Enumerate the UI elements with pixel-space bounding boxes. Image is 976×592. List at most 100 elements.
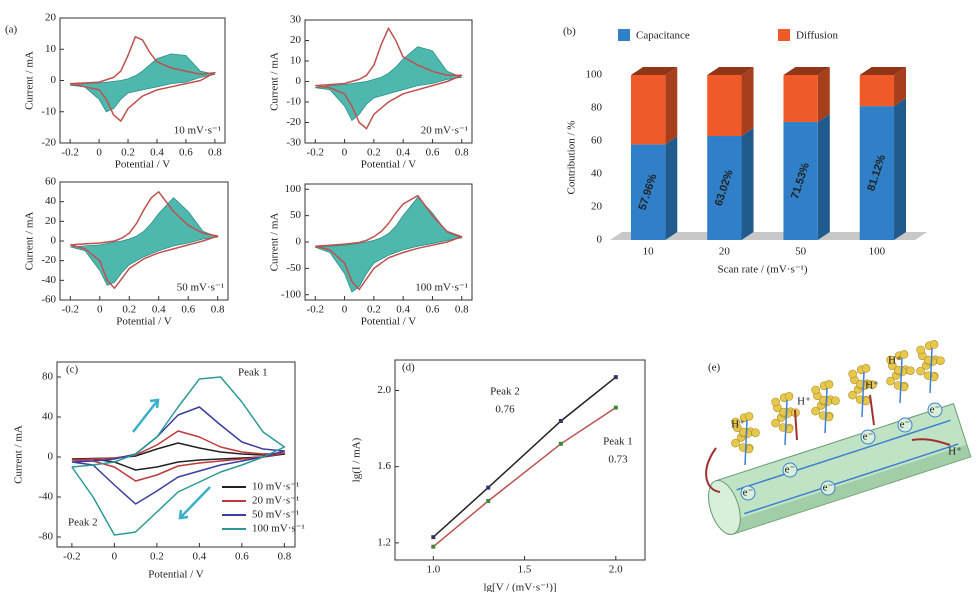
electron-label: e⁻ [900, 419, 911, 431]
x-tick-label: 0.4 [396, 304, 410, 316]
legend-label: 100 mV·s⁻¹ [252, 523, 305, 535]
y-tick-label: 80 [42, 371, 54, 383]
nanorod [708, 402, 972, 535]
particle [906, 366, 915, 375]
legend-label: Diffusion [796, 30, 838, 42]
y-tick-label: -40 [38, 491, 53, 503]
particle [886, 355, 895, 365]
data-point [431, 544, 436, 549]
x-tick-label: 0.8 [455, 147, 469, 159]
y-tick-label: 100 [586, 69, 603, 81]
electron-label: e⁻ [823, 482, 834, 494]
proton-label: H⁺ [731, 419, 745, 431]
y-tick-label: 50 [290, 209, 302, 221]
electron-path [736, 419, 951, 491]
legend-label: 10 mV·s⁻¹ [252, 481, 299, 493]
y-tick-label: 2.0 [377, 384, 391, 396]
particle-stem [744, 419, 748, 466]
proton-label: H⁺ [797, 396, 811, 408]
y-tick-label: -100 [281, 288, 302, 300]
cv-curve [69, 36, 216, 122]
x-tick-label: 0.6 [235, 551, 249, 563]
x-axis-title: Potential / V [148, 569, 203, 581]
x-tick-label: 0 [97, 304, 103, 316]
bar [859, 106, 895, 240]
x-axis-title: Potential / V [361, 159, 416, 171]
panel-label: (b) [563, 26, 576, 38]
x-tick-label: 0.2 [121, 147, 135, 159]
particle [831, 396, 840, 405]
diagram-e [705, 340, 972, 535]
x-tick-label: -0.2 [63, 551, 80, 563]
x-tick-label: -0.2 [307, 147, 324, 159]
y-tick-label: 60 [45, 176, 57, 188]
particle [819, 395, 828, 405]
electron [927, 402, 943, 418]
y-tick-label: 20 [45, 12, 57, 24]
particle-stem [861, 371, 865, 418]
y-axis-title: Current / mA [269, 213, 281, 272]
particle [861, 364, 871, 373]
bar-side [894, 98, 907, 240]
y-tick-label: -20 [286, 116, 301, 128]
annotation: Peak 2 [68, 517, 98, 529]
capacitive-area [314, 196, 463, 293]
y-axis-title: Current / mA [24, 51, 36, 110]
legend-label: 50 mV·s⁻¹ [252, 509, 299, 521]
fit-line [432, 406, 617, 548]
y-axis-title: Current / mA [13, 425, 25, 484]
panel-label: (e) [708, 362, 721, 374]
x-tick-label: 0.6 [426, 147, 440, 159]
y-tick-label: 30 [290, 14, 302, 26]
y-tick-label: 80 [591, 102, 603, 114]
bar-side [817, 67, 830, 122]
y-tick-label: -30 [286, 137, 301, 149]
y-tick-label: -20 [41, 137, 56, 149]
data-point [431, 535, 436, 540]
bar-top [630, 67, 678, 75]
proton-arrow [705, 447, 721, 493]
y-tick-label: -50 [286, 262, 301, 274]
legend-swatch [778, 29, 790, 41]
data-point [486, 498, 491, 503]
electron [740, 485, 756, 501]
y-tick-label: 0 [51, 74, 57, 86]
y-tick-label: 0 [51, 235, 57, 247]
electron-label: e⁻ [930, 404, 941, 416]
particle [916, 345, 925, 355]
x-tick-label: 0.8 [208, 147, 222, 159]
scan-rate-label: 10 mV·s⁻¹ [174, 125, 221, 137]
particle [848, 369, 857, 379]
y-tick-label: 40 [45, 195, 57, 207]
slope-label: 0.76 [495, 404, 515, 416]
scan-arrow [178, 486, 211, 520]
y-axis-title: lg(I / mA) [351, 437, 363, 482]
x-tick-label: -0.2 [307, 304, 324, 316]
particle [811, 406, 820, 416]
panel-label: (d) [402, 362, 415, 374]
particle [779, 407, 788, 417]
particle [848, 390, 857, 400]
particle [916, 366, 925, 376]
particles [731, 340, 945, 466]
proton-arrow [911, 438, 951, 446]
particle [771, 418, 780, 428]
scan-arrow [132, 398, 160, 433]
series-label: Peak 1 [603, 436, 633, 448]
particle [856, 379, 865, 389]
x-tick-label: 0.6 [181, 304, 195, 316]
data-point [613, 375, 618, 380]
x-tick-label: 100 [869, 246, 886, 258]
particle [924, 355, 933, 365]
particle [824, 380, 834, 389]
legend-label: Capacitance [636, 30, 690, 42]
particle [784, 392, 794, 401]
y-tick-label: -10 [286, 96, 301, 108]
proton-label: H⁺ [948, 446, 962, 458]
y-axis-title: Current / mA [269, 52, 281, 111]
x-tick-label: 2.0 [609, 564, 623, 576]
x-tick-label: 0 [342, 147, 348, 159]
x-tick-label: 0 [342, 304, 348, 316]
cv-curve [71, 442, 286, 471]
